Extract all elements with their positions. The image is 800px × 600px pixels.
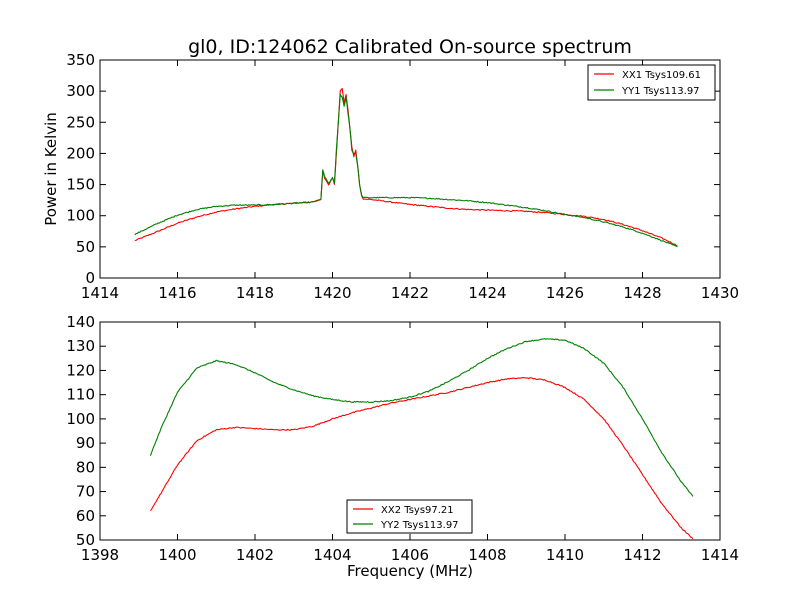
top-series-layer — [134, 87, 678, 248]
top-legend: XX1 Tsys109.61 YY1 Tsys113.97 — [587, 64, 716, 101]
top-legend-label-xx1: XX1 Tsys109.61 — [622, 70, 701, 81]
top-x-tick-label: 1420 — [313, 284, 351, 302]
top-y-tick-label: 200 — [66, 144, 95, 162]
bottom-series-line-yy2 — [149, 338, 694, 497]
bottom-panel: 1398 1400 1402 1404 1406 1408 1410 1412 1414 50 60… — [66, 313, 739, 580]
top-y-tick-label: 50 — [76, 238, 95, 256]
bottom-y-tick-label: 110 — [66, 386, 95, 404]
bottom-legend-box — [346, 499, 473, 534]
top-y-tick-label: 350 — [66, 51, 95, 69]
top-x-tick-label: 1426 — [546, 284, 584, 302]
bottom-y-tick-label: 60 — [76, 507, 95, 525]
top-x-tick-label: 1422 — [391, 284, 429, 302]
top-legend-label-yy1: YY1 Tsys113.97 — [621, 86, 700, 97]
top-x-tick-label: 1414 — [81, 284, 119, 302]
bottom-series-line-xx2 — [149, 377, 694, 540]
x-axis-label: Frequency (MHz) — [347, 562, 473, 580]
bottom-x-tick-label: 1412 — [623, 546, 661, 564]
bottom-y-tick-label: 70 — [76, 483, 95, 501]
top-y-tick-label: 250 — [66, 113, 95, 131]
top-y-axis-label: Power in Kelvin — [42, 112, 60, 226]
top-y-tick-label: 0 — [85, 269, 95, 287]
bottom-y-tick-label: 50 — [76, 531, 95, 549]
bottom-x-tick-label: 1400 — [158, 546, 196, 564]
top-y-tick-label: 300 — [66, 82, 95, 100]
bottom-y-tick-label: 120 — [66, 361, 95, 379]
bottom-x-tick-label: 1406 — [391, 546, 429, 564]
top-x-tick-label: 1418 — [236, 284, 274, 302]
figure-title: gl0, ID:124062 Calibrated On-source spec… — [188, 36, 632, 58]
bottom-legend-label-yy2: YY2 Tsys113.97 — [380, 520, 459, 531]
bottom-y-tick-label: 100 — [66, 410, 95, 428]
top-legend-box — [587, 64, 716, 101]
bottom-x-tick-label: 1410 — [546, 546, 584, 564]
bottom-y-tick-label: 140 — [66, 313, 95, 331]
bottom-series-layer — [149, 338, 694, 540]
bottom-y-tick-label: 80 — [76, 458, 95, 476]
top-x-tick-label: 1428 — [623, 284, 661, 302]
bottom-plot-frame — [99, 321, 721, 541]
top-series-line-yy1 — [134, 93, 678, 248]
top-x-tick-label: 1424 — [468, 284, 506, 302]
bottom-legend: XX2 Tsys97.21 YY2 Tsys113.97 — [346, 499, 473, 534]
top-plot-frame — [99, 59, 721, 279]
top-y-tick-label: 150 — [66, 176, 95, 194]
bottom-x-tick-label: 1404 — [313, 546, 351, 564]
top-tick-layer: 1414 1416 1418 1420 1422 1424 1426 1428 1430 0 50 1… — [66, 51, 739, 302]
top-series-line-xx1 — [134, 87, 678, 247]
top-x-tick-label: 1416 — [158, 284, 196, 302]
top-y-tick-label: 100 — [66, 207, 95, 225]
top-x-tick-label: 1430 — [701, 284, 739, 302]
bottom-y-tick-label: 130 — [66, 337, 95, 355]
bottom-legend-label-xx2: XX2 Tsys97.21 — [381, 505, 454, 516]
bottom-x-tick-label: 1414 — [701, 546, 739, 564]
top-panel: 1414 1416 1418 1420 1422 1424 1426 1428 1430 0 50 1… — [42, 51, 739, 302]
bottom-y-tick-label: 90 — [76, 434, 95, 452]
bottom-tick-layer: 1398 1400 1402 1404 1406 1408 1410 1412 1414 50 60… — [66, 313, 739, 564]
bottom-x-tick-label: 1398 — [81, 546, 119, 564]
bottom-x-tick-label: 1402 — [236, 546, 274, 564]
bottom-x-tick-label: 1408 — [468, 546, 506, 564]
